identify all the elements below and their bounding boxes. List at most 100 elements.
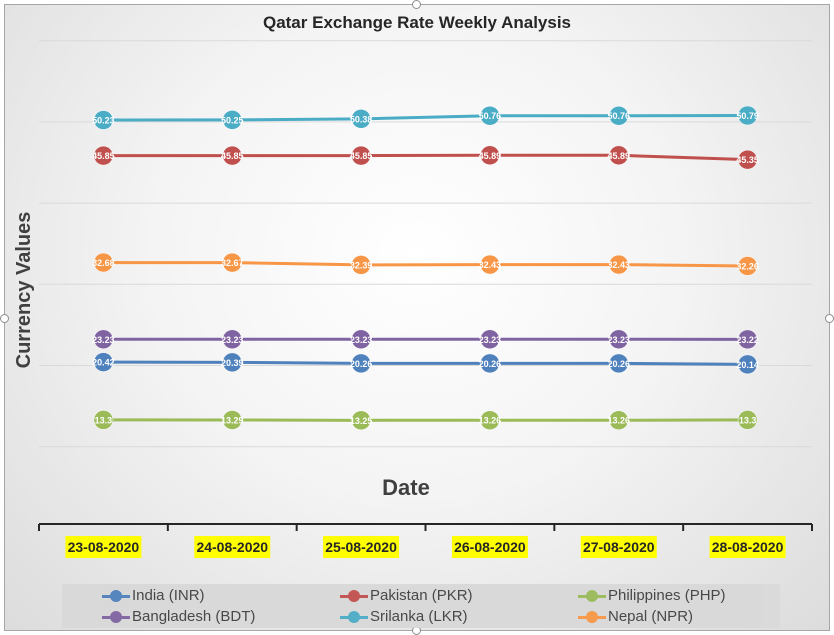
legend-marker-icon [578, 589, 606, 602]
x-tick-label: 24-08-2020 [196, 539, 268, 555]
data-point-india-inr[interactable] [609, 353, 629, 374]
data-point-bangladesh-bdt[interactable] [737, 329, 758, 350]
data-point-philippines-php[interactable] [737, 410, 758, 430]
data-label-bangladesh-bdt: 23.22 [736, 335, 759, 345]
data-point-srilanka-lkr[interactable] [93, 110, 114, 130]
data-point-philippines-php[interactable] [609, 410, 629, 430]
data-label-srilanka-lkr: 50.79 [736, 111, 759, 121]
data-label-india-inr: 20.26 [350, 359, 373, 369]
legend-label: Philippines (PHP) [608, 587, 726, 604]
x-tick-label-highlight [451, 536, 528, 558]
data-label-nepal-npr: 32.39 [350, 260, 373, 270]
data-point-srilanka-lkr[interactable] [609, 105, 629, 126]
data-point-bangladesh-bdt[interactable] [480, 329, 500, 350]
x-tick-label-highlight [323, 536, 400, 558]
data-point-nepal-npr[interactable] [222, 252, 242, 273]
data-label-philippines-php: 13.29 [221, 415, 244, 425]
legend: India (INR) Pakistan (PKR) Philippines (PH… [62, 584, 780, 628]
data-label-nepal-npr: 32.67 [221, 258, 244, 268]
data-point-nepal-npr[interactable] [609, 254, 629, 275]
data-label-bangladesh-bdt: 23.23 [479, 335, 502, 345]
chart-title: Qatar Exchange Rate Weekly Analysis [263, 13, 571, 32]
data-point-india-inr[interactable] [351, 353, 371, 374]
data-point-india-inr[interactable] [222, 352, 242, 373]
data-point-nepal-npr[interactable] [480, 254, 500, 275]
data-label-srilanka-lkr: 50.76 [479, 111, 502, 121]
legend-item-philippines-php[interactable]: Philippines (PHP) [578, 587, 726, 604]
data-label-india-inr: 20.14 [736, 360, 759, 370]
data-point-philippines-php[interactable] [93, 410, 114, 430]
resize-handle-top[interactable] [412, 0, 421, 9]
data-point-pakistan-pkr[interactable] [222, 145, 242, 166]
legend-item-nepal-npr[interactable]: Nepal (NPR) [578, 608, 693, 625]
data-point-srilanka-lkr[interactable] [351, 109, 371, 129]
legend-label: Nepal (NPR) [608, 608, 694, 625]
data-point-pakistan-pkr[interactable] [351, 145, 371, 166]
x-tick-label-highlight [65, 536, 142, 558]
y-axis-title: Currency Values [13, 212, 35, 369]
data-label-srilanka-lkr: 50.76 [607, 111, 630, 121]
data-point-philippines-php[interactable] [222, 410, 242, 430]
data-label-india-inr: 20.39 [221, 358, 244, 368]
data-label-pakistan-pkr: 45.85 [350, 151, 373, 161]
data-label-philippines-php: 13.26 [607, 416, 630, 426]
data-point-srilanka-lkr[interactable] [222, 110, 242, 130]
data-label-nepal-npr: 32.68 [92, 258, 115, 268]
data-point-pakistan-pkr[interactable] [609, 145, 629, 166]
data-label-pakistan-pkr: 45.89 [479, 151, 502, 161]
legend-item-pakistan-pkr[interactable]: Pakistan (PKR) [340, 587, 473, 604]
data-point-india-inr[interactable] [93, 352, 114, 372]
data-point-srilanka-lkr[interactable] [737, 105, 758, 126]
data-label-nepal-npr: 32.43 [607, 260, 630, 270]
legend-item-srilanka-lkr[interactable]: Srilanka (LKR) [340, 608, 468, 625]
series-line-india-inr [103, 360, 748, 366]
x-tick-label: 26-08-2020 [454, 539, 526, 555]
series-line-nepal-npr [103, 261, 748, 268]
data-point-pakistan-pkr[interactable] [480, 145, 500, 166]
series-line-srilanka-lkr [103, 113, 748, 122]
legend-label: Srilanka (LKR) [370, 608, 468, 625]
data-label-nepal-npr: 32.26 [736, 261, 759, 271]
legend-marker-icon [578, 610, 606, 623]
data-label-srilanka-lkr: 50.25 [221, 115, 244, 125]
legend-item-india-inr[interactable]: India (INR) [102, 587, 205, 604]
data-point-nepal-npr[interactable] [351, 255, 371, 275]
legend-marker-icon [102, 610, 130, 623]
data-point-philippines-php[interactable] [351, 410, 371, 431]
x-tick-label: 27-08-2020 [583, 539, 655, 555]
series-line-pakistan-pkr [103, 153, 748, 162]
legend-marker-icon [340, 589, 368, 602]
data-label-bangladesh-bdt: 23.23 [92, 335, 115, 345]
x-tick-label: 25-08-2020 [325, 539, 397, 555]
data-point-nepal-npr[interactable] [93, 252, 114, 273]
data-point-pakistan-pkr[interactable] [93, 145, 114, 166]
data-point-philippines-php[interactable] [480, 410, 500, 430]
data-label-pakistan-pkr: 45.85 [92, 151, 115, 161]
chart-area[interactable] [4, 4, 830, 631]
data-point-nepal-npr[interactable] [737, 256, 758, 276]
data-label-india-inr: 20.26 [607, 359, 630, 369]
x-tick-label: 23-08-2020 [68, 539, 140, 555]
data-point-pakistan-pkr[interactable] [737, 149, 758, 170]
legend-label: India (INR) [132, 587, 205, 604]
data-label-bangladesh-bdt: 23.23 [350, 335, 373, 345]
legend-item-bangladesh-bdt[interactable]: Bangladesh (BDT) [102, 608, 255, 625]
data-point-bangladesh-bdt[interactable] [93, 329, 114, 350]
data-label-pakistan-pkr: 45.89 [607, 151, 630, 161]
data-label-bangladesh-bdt: 23.23 [221, 335, 244, 345]
data-point-india-inr[interactable] [480, 353, 500, 374]
legend-marker-icon [102, 589, 130, 602]
x-tick-label-highlight [709, 536, 786, 558]
data-point-bangladesh-bdt[interactable] [222, 329, 242, 350]
data-label-india-inr: 20.42 [92, 358, 115, 368]
data-point-india-inr[interactable] [737, 354, 758, 375]
x-axis-title: Date [382, 475, 430, 500]
x-tick-label-highlight [580, 536, 657, 558]
data-point-srilanka-lkr[interactable] [480, 105, 500, 126]
data-point-bangladesh-bdt[interactable] [609, 329, 629, 350]
data-label-pakistan-pkr: 45.85 [221, 151, 244, 161]
resize-handle-left[interactable] [0, 314, 9, 323]
data-point-bangladesh-bdt[interactable] [351, 329, 371, 350]
data-label-philippines-php: 13.25 [350, 416, 373, 426]
